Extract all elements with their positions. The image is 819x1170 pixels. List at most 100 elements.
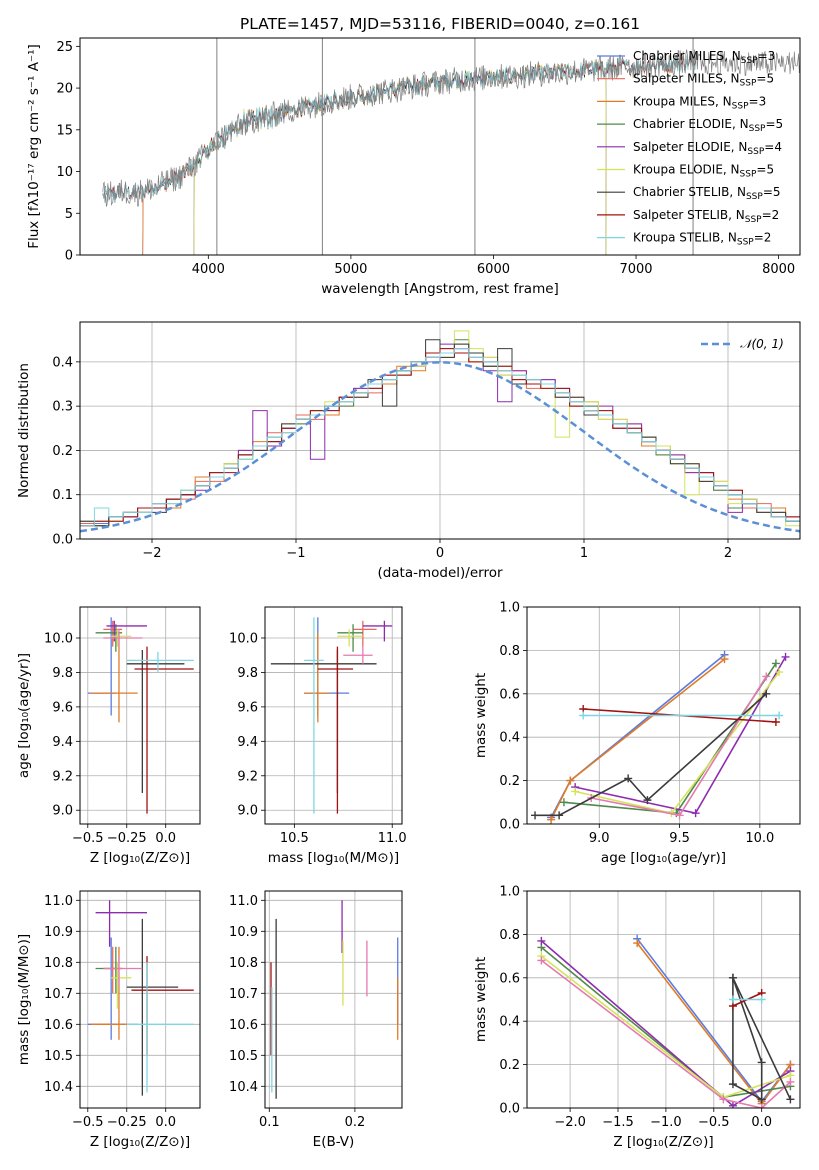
y-tick-label: 0.8 [499,644,520,659]
weight-marker [720,655,729,664]
y-tick-label: 15 [56,123,73,138]
y-tick-label: 10.6 [44,1018,73,1033]
x-tick-label: 7000 [619,262,652,277]
y-tick-label: 10.7 [44,987,73,1002]
y-tick-label: 11.0 [44,894,73,909]
x-tick-label: 10.5 [280,831,309,846]
errorbar-point [304,632,330,723]
y-tick-label: 9.0 [237,804,258,819]
x-tick-label: 6000 [477,262,510,277]
x-axis-label: wavelength [Angstrom, rest frame] [321,281,559,297]
weight-marker [531,811,540,820]
axes-frame [79,321,801,540]
weight-series-line [732,977,792,1101]
axes-age_vs_Z: −0.5 −0.25 0.0 9.0 9.2 9.4 9.6 9.8 10.0 Z [log₁₀(… [16,606,201,866]
spectrum-line [102,55,696,202]
axes-mass_vs_ebv: 0.1 0.2 10.4 10.5 10.6 10.7 10.8 10.9 11.0 E(B-V) [229,890,403,1150]
weight-marker [771,659,780,668]
y-tick-label: 9.8 [52,666,73,681]
y-tick-label: 10.6 [229,1018,258,1033]
x-tick-label: 0.1 [259,1115,280,1130]
x-tick-label: 11.0 [378,831,407,846]
weight-marker [775,668,784,677]
y-tick-label: 10.8 [229,956,258,971]
legend-entry: Kroupa ELODIE, NSSP=5 [633,163,774,180]
weight-marker [762,672,771,681]
y-tick-label: 0.4 [499,1015,520,1030]
y-tick-label: 0.3 [52,400,73,415]
axes-frame [264,890,403,1109]
weight-marker [757,1058,766,1067]
x-tick-label: −1.5 [602,1115,634,1130]
errorbar-point [304,617,350,716]
legend-entry: Kroupa STELIB, NSSP=2 [633,231,771,248]
plot-area-weight_vs_age [531,650,790,824]
y-tick-label: 9.6 [52,700,73,715]
plot-area-residuals [80,330,800,539]
y-tick-label: 0.2 [52,444,73,459]
weight-marker [781,652,790,661]
weight-marker [762,689,771,698]
errorbar-point [343,646,373,664]
axes-residuals: −2 −1 0 1 2 0.0 0.1 0.2 0.3 0.4 (data-model)/error… [16,321,801,581]
x-axis-label: age [log₁₀(age/yr)] [601,850,726,866]
plot-area-age_vs_mass [270,617,393,814]
y-axis-label: mass [log₁₀(M/M⊙)] [16,934,32,1065]
weight-marker [786,1077,795,1086]
weight-marker [757,995,766,1004]
y-tick-label: 10.0 [44,632,73,647]
errorbar-point [304,617,324,814]
y-tick-label: 0.2 [499,1058,520,1073]
legend-entry: Salpeter STELIB, NSSP=2 [633,208,779,225]
axes-spectrum: 4000 5000 6000 7000 8000 0 5 10 15 20 25 wavelength… [26,37,801,297]
axes-frame [526,890,801,1109]
x-tick-label: −1.0 [650,1115,682,1130]
y-axis-label: Flux [fλ10⁻¹⁷ erg cm⁻² s⁻¹ A⁻¹] [26,44,42,249]
axes-frame [79,890,201,1109]
y-tick-label: 0.0 [52,533,73,548]
y-tick-label: 9.8 [237,666,258,681]
weight-marker [579,711,588,720]
spectrum-line [142,55,696,255]
y-tick-label: 10.9 [229,925,258,940]
errorbar-point [95,946,123,994]
x-axis-label: Z [log₁₀(Z/Z⊙)] [90,850,190,866]
x-tick-label: −2.0 [554,1115,586,1130]
x-tick-label: −0.25 [107,1115,147,1130]
y-tick-label: 0.4 [499,731,520,746]
x-tick-label: 0.0 [155,831,176,846]
y-axis-label: mass weight [473,957,489,1042]
weight-marker [786,1095,795,1104]
errorbar-point [87,617,116,716]
legend-entry: Salpeter MILES, NSSP=5 [633,72,774,89]
observed-spectrum-line [102,49,800,207]
x-tick-label: 9.5 [669,831,690,846]
weight-series-line [540,959,791,1108]
axes-mass_vs_Z: −0.5 −0.25 0.0 10.4 10.5 10.6 10.7 10.8 10.9 11.0… [16,890,201,1150]
x-tick-label: 8000 [762,262,795,277]
weight-series-line [535,693,767,817]
axes-frame [79,606,201,825]
figure-title: PLATE=1457, MJD=53116, FIBERID=0040, z=0… [240,15,640,33]
normal-curve [80,361,800,533]
x-tick-label: −0.5 [72,1115,104,1130]
errorbar-point [126,962,194,1093]
plot-area-mass_vs_ebv [270,900,399,1099]
y-tick-label: 20 [56,82,73,97]
axes-weight_vs_age: 9.0 9.5 10.0 0.0 0.2 0.4 0.6 0.8 1.0 age [log₁₀(a… [473,601,801,866]
errorbar-point [126,918,179,1096]
residual-histogram [80,348,800,539]
axes-layer: 4000 5000 6000 7000 80000510152025wavelength… [16,37,801,1150]
weight-marker [633,939,642,948]
x-tick-label: 4000 [192,262,225,277]
y-tick-label: 10 [56,165,73,180]
axes-weight_vs_Z: −2.0 −1.5 −1.0 −0.5 0.0 0.0 0.2 0.4 0.6 0.8 1.0 Z [… [473,885,801,1150]
errorbar-point [134,646,194,814]
legend-entry: Chabrier MILES, NSSP=3 [633,49,775,66]
weight-marker [728,973,737,982]
y-tick-label: 9.2 [237,769,258,784]
weight-marker [775,711,784,720]
legend-entry: Kroupa MILES, NSSP=3 [633,94,766,111]
plot-area-weight_vs_Z [537,934,795,1108]
